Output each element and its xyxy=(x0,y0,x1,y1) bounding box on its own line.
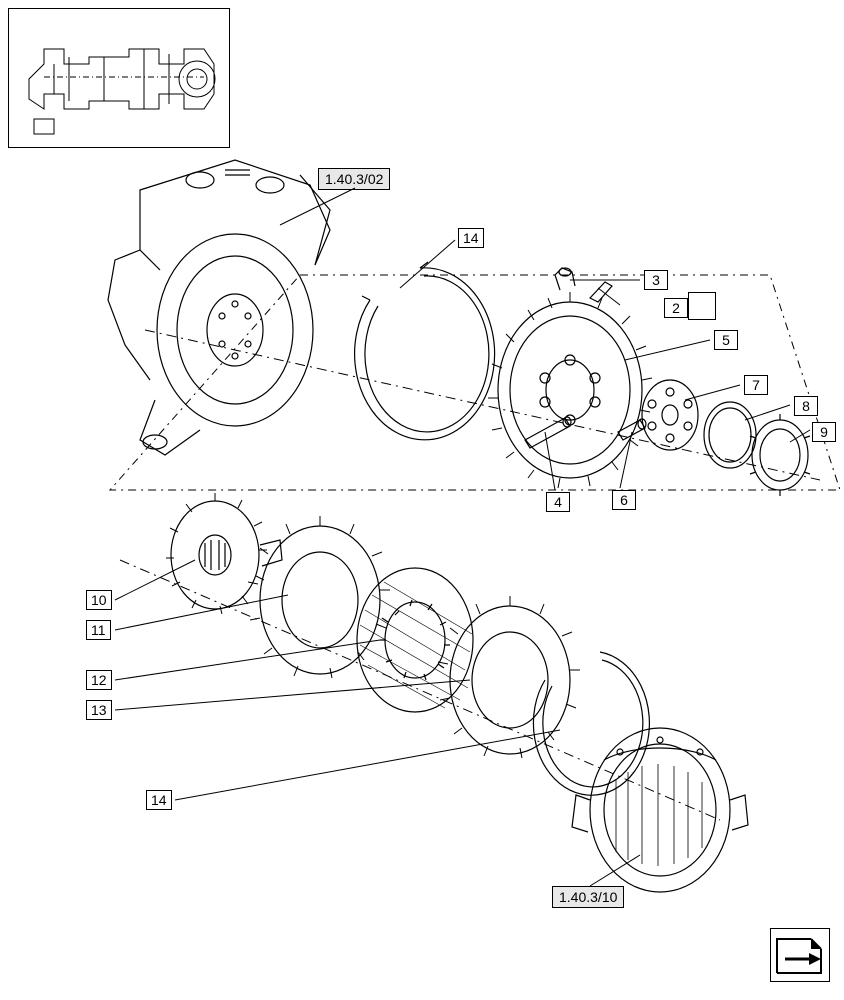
ref-bottom-leader xyxy=(0,0,844,1000)
